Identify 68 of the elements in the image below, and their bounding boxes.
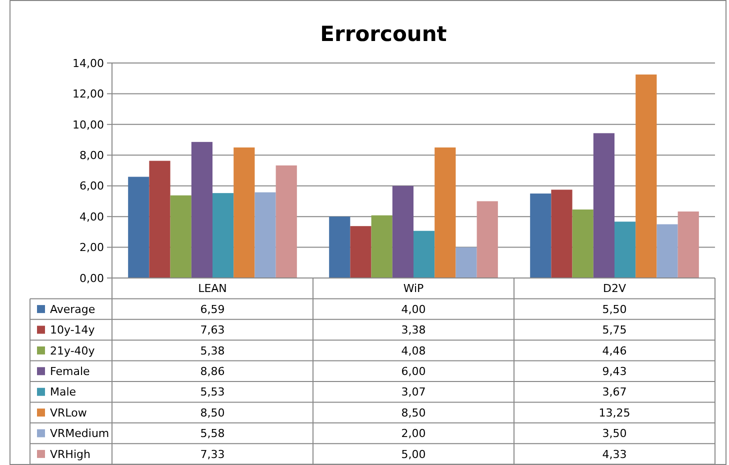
bar xyxy=(656,224,678,278)
legend-label: VRHigh xyxy=(50,448,90,461)
data-label: 5,75 xyxy=(602,324,627,337)
bar xyxy=(572,210,594,278)
y-tick-label: 0,00 xyxy=(80,272,104,285)
bar xyxy=(276,165,297,278)
y-tick-label: 6,00 xyxy=(80,180,104,193)
legend-label: VRLow xyxy=(50,406,87,420)
data-label: 3,07 xyxy=(401,386,426,399)
data-label: 6,59 xyxy=(200,302,225,316)
data-label: 5,38 xyxy=(200,344,225,358)
data-label: 8,50 xyxy=(401,406,426,420)
legend-label: 10y-14y xyxy=(50,324,96,337)
bar xyxy=(234,147,255,278)
x-tick-label: LEAN xyxy=(198,282,227,296)
bar xyxy=(128,176,150,278)
bar xyxy=(392,186,414,278)
data-label: 7,63 xyxy=(200,324,225,337)
data-label: 3,67 xyxy=(602,386,627,399)
data-label: 5,00 xyxy=(401,448,426,461)
y-tick-label: 8,00 xyxy=(80,148,104,162)
y-tick-label: 14,00 xyxy=(72,56,104,70)
bar xyxy=(476,201,498,278)
x-tick-label: WiP xyxy=(403,282,424,296)
bar xyxy=(149,160,170,278)
bar xyxy=(614,222,636,278)
bar xyxy=(456,247,477,278)
bar xyxy=(551,190,572,278)
bar xyxy=(636,74,657,278)
legend-label: 21y-40y xyxy=(50,344,96,358)
data-label: 13,25 xyxy=(598,406,630,420)
data-label: 5,58 xyxy=(200,427,225,440)
bar xyxy=(434,147,456,278)
y-tick-label: 2,00 xyxy=(80,241,104,254)
legend-label: Average xyxy=(50,302,96,316)
data-label: 9,43 xyxy=(602,365,627,378)
data-label: 2,00 xyxy=(401,427,426,440)
legend-label: Male xyxy=(50,386,76,399)
y-tick-label: 12,00 xyxy=(72,88,104,101)
data-label: 5,50 xyxy=(602,302,627,316)
bar xyxy=(350,226,372,278)
legend-label: VRMedium xyxy=(50,427,110,440)
data-label: 3,50 xyxy=(602,427,627,440)
y-tick-label: 4,00 xyxy=(80,210,104,224)
bar xyxy=(254,192,276,278)
legend-label: Female xyxy=(50,365,90,378)
x-tick-label: D2V xyxy=(603,282,626,296)
data-label: 3,38 xyxy=(401,324,426,337)
data-label: 8,50 xyxy=(200,406,225,420)
bar xyxy=(170,195,192,278)
data-label: 7,33 xyxy=(200,448,225,461)
bar xyxy=(678,212,699,278)
bar xyxy=(212,193,234,278)
data-label: 4,33 xyxy=(602,448,627,461)
bar xyxy=(414,230,435,278)
y-tick-label: 10,00 xyxy=(72,118,104,132)
bar xyxy=(329,216,350,278)
data-label: 8,86 xyxy=(200,365,225,378)
data-label: 4,08 xyxy=(401,344,426,358)
chart-title: Errorcount xyxy=(320,22,447,46)
bar xyxy=(530,194,552,278)
data-label: 6,00 xyxy=(401,365,426,378)
bar xyxy=(371,215,392,278)
data-label: 4,46 xyxy=(602,344,627,358)
data-label: 4,00 xyxy=(401,302,426,316)
data-label: 5,53 xyxy=(200,386,225,399)
bar xyxy=(191,142,212,278)
bar xyxy=(593,133,614,278)
